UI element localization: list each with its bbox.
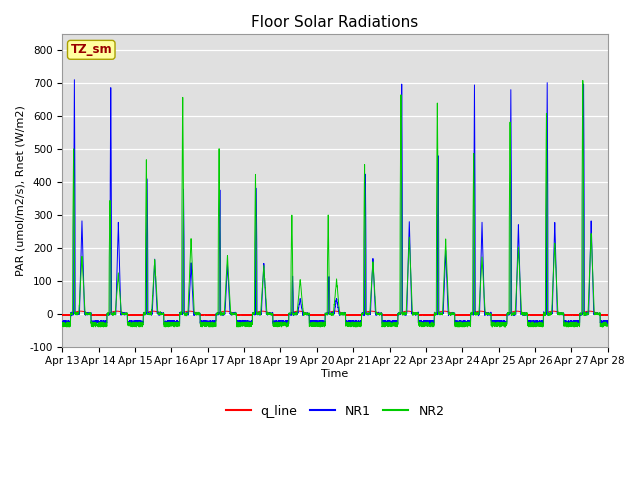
- Title: Floor Solar Radiations: Floor Solar Radiations: [252, 15, 419, 30]
- X-axis label: Time: Time: [321, 369, 349, 379]
- Y-axis label: PAR (umol/m2/s), Rnet (W/m2): PAR (umol/m2/s), Rnet (W/m2): [15, 105, 25, 276]
- Legend: q_line, NR1, NR2: q_line, NR1, NR2: [221, 400, 449, 423]
- Text: TZ_sm: TZ_sm: [70, 43, 112, 56]
